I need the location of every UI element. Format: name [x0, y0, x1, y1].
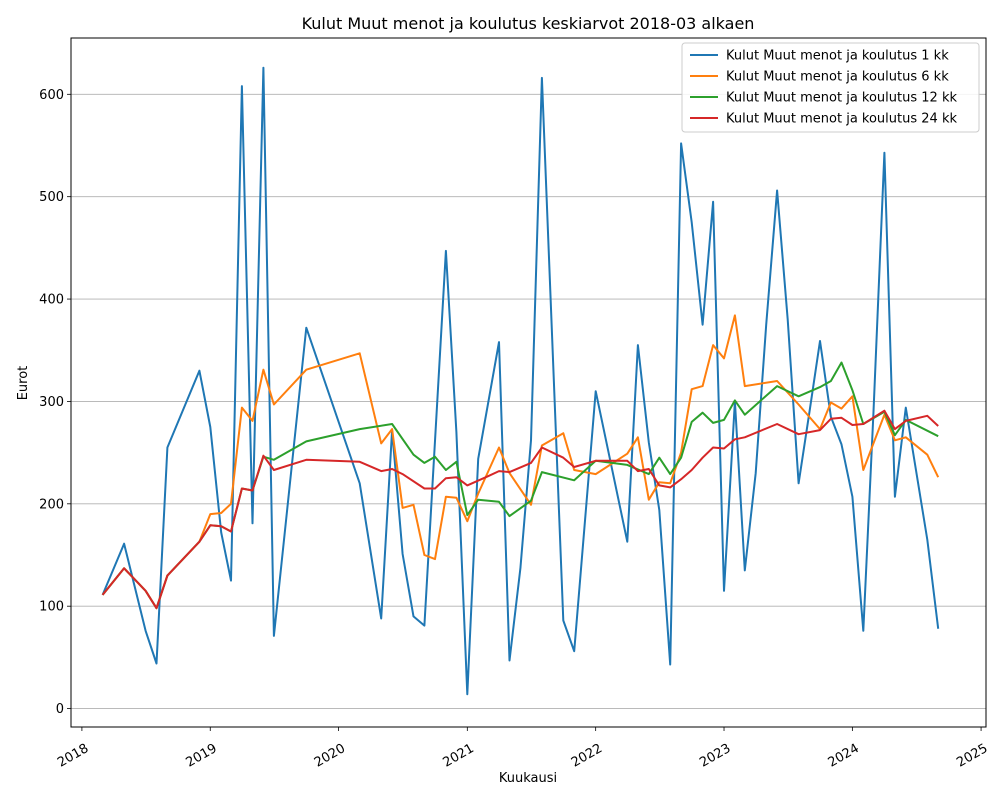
legend: Kulut Muut menot ja koulutus 1 kk Kulut M…	[681, 42, 980, 133]
y-tick-label: 200	[39, 497, 64, 512]
legend-label: Kulut Muut menot ja koulutus 24 kk	[726, 112, 957, 127]
y-axis-ticks: 0 100 200 300 400 500 600	[39, 88, 71, 717]
x-axis-label: Kuukausi	[499, 771, 557, 786]
legend-label: Kulut Muut menot ja koulutus 6 kk	[726, 70, 949, 85]
legend-label: Kulut Muut menot ja koulutus 1 kk	[726, 49, 949, 64]
series-line-2	[101, 314, 940, 610]
series-line-1	[101, 66, 940, 696]
y-tick-label: 0	[56, 702, 64, 717]
chart-title: Kulut Muut menot ja koulutus keskiarvot …	[302, 14, 755, 33]
y-axis-label: Eurot	[16, 366, 31, 401]
y-tick-label: 100	[39, 600, 64, 615]
y-tick-label: 600	[39, 88, 64, 103]
series-line-4	[101, 409, 939, 610]
legend-label: Kulut Muut menot ja koulutus 12 kk	[726, 91, 957, 106]
plot-frame	[70, 37, 987, 728]
legend-box	[681, 42, 980, 133]
y-tick-label: 500	[39, 190, 64, 205]
y-tick-label: 400	[39, 293, 64, 308]
series-lines	[101, 66, 940, 696]
y-tick-label: 300	[39, 395, 64, 410]
